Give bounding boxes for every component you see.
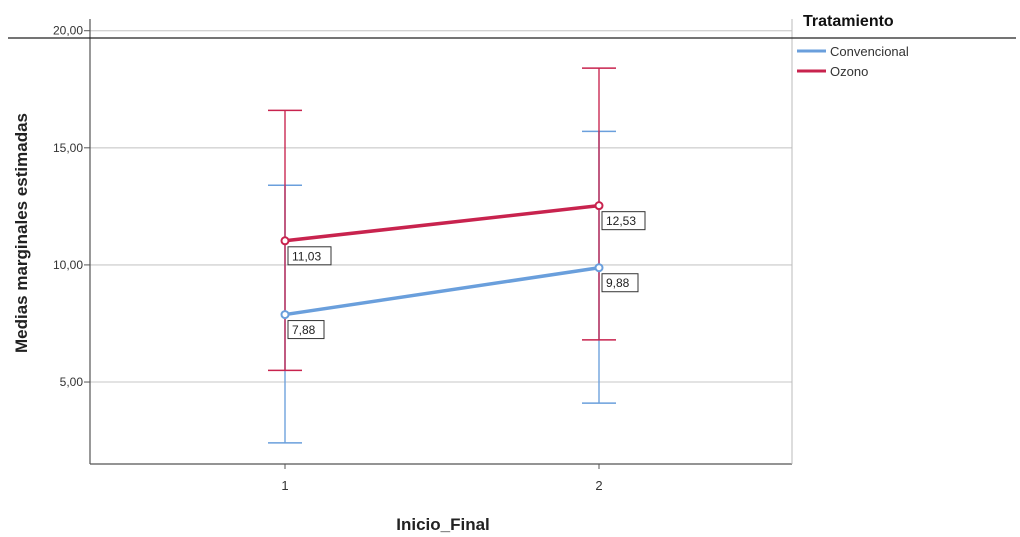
y-tick-label: 5,00 — [60, 375, 84, 389]
y-tick-label: 20,00 — [53, 24, 83, 38]
data-label-ozono: 11,03 — [287, 246, 332, 266]
series-points — [280, 201, 604, 320]
series-lines — [283, 203, 601, 317]
data-label-box — [601, 211, 646, 231]
legend-label-ozono: Ozono — [830, 64, 868, 79]
y-tick-label: 15,00 — [53, 141, 83, 155]
data-label-text: 11,03 — [292, 249, 321, 263]
data-label-box — [601, 273, 639, 293]
data-label-box — [287, 246, 332, 266]
data-point-convencional — [594, 263, 604, 273]
x-tick-label: 1 — [281, 478, 288, 493]
data-label-ozono: 12,53 — [601, 211, 646, 231]
data-point-ozono — [280, 236, 290, 246]
data-label-text: 12,53 — [606, 214, 636, 228]
x-tick-label: 2 — [595, 478, 602, 493]
data-label-text: 7,88 — [292, 323, 316, 337]
x-axis-title: Inicio_Final — [396, 515, 490, 534]
data-point-ozono — [594, 201, 604, 211]
series-line-convencional — [283, 265, 601, 317]
data-label-convencional: 9,88 — [601, 273, 639, 293]
axes — [8, 19, 1016, 465]
data-label-text: 9,88 — [606, 276, 630, 290]
legend-title: Tratamiento — [803, 13, 894, 30]
data-point-convencional — [280, 310, 290, 320]
data-label-box — [287, 320, 325, 340]
data-label-convencional: 7,88 — [287, 320, 325, 340]
y-axis-title: Medias marginales estimadas — [12, 113, 31, 353]
data-labels: 7,88 9,88 11,03 12,53 — [287, 211, 646, 340]
legend: Tratamiento Convencional Ozono — [797, 13, 909, 79]
gridlines — [84, 30, 792, 383]
y-tick-labels: 5,00 10,00 15,00 20,00 — [53, 24, 83, 389]
y-tick-label: 10,00 — [53, 258, 83, 272]
series-line-ozono — [283, 203, 601, 243]
legend-label-convencional: Convencional — [830, 44, 909, 59]
